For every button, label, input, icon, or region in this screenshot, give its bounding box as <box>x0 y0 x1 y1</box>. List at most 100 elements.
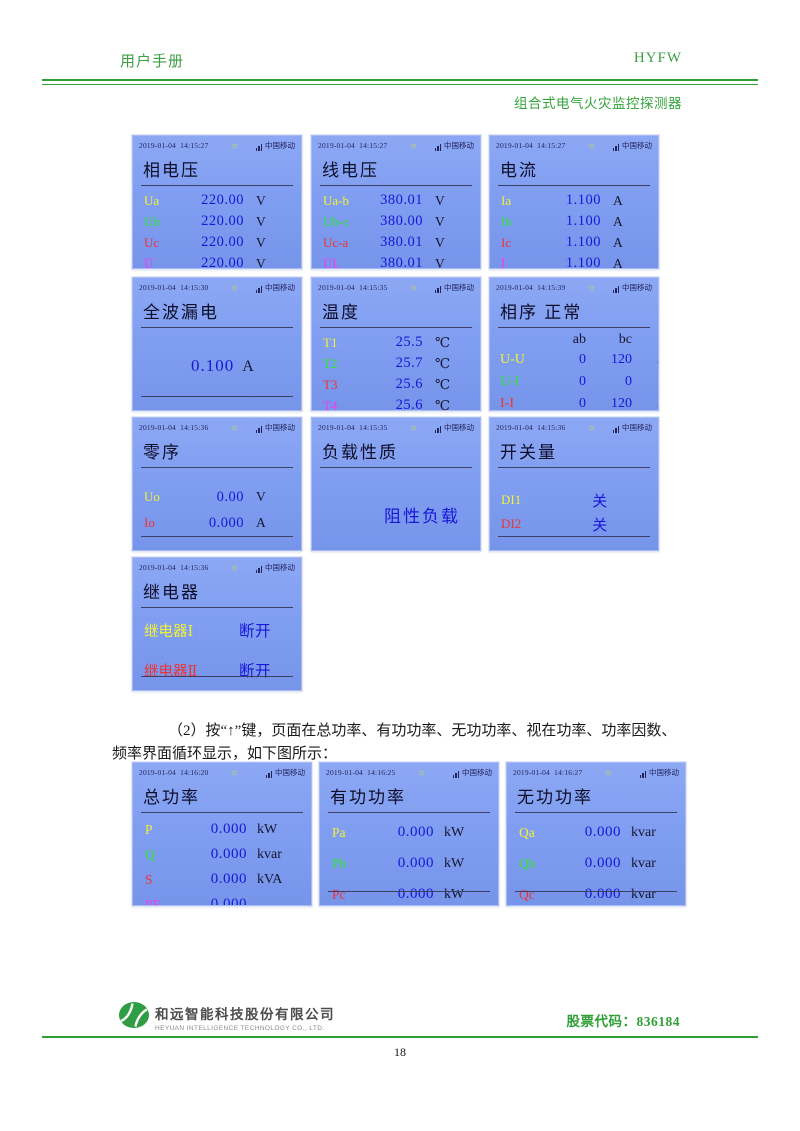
row-unit: A <box>613 255 623 269</box>
sun-icon: ☼ <box>409 140 418 150</box>
signal-icon <box>255 565 264 573</box>
row-label: Ub <box>144 213 160 229</box>
divider <box>328 812 490 813</box>
doc-title: 用户手册 <box>120 54 185 70</box>
divider <box>515 891 677 892</box>
screen-leakage: 2019-01-04 14:15:30 ☼ 中国移动 全波漏电 0.100 A <box>132 277 302 411</box>
data-row: Pc 0.000 kW <box>320 879 498 905</box>
row-unit: V <box>435 192 445 208</box>
row-unit: V <box>256 489 266 504</box>
status-bar: 2019-01-04 14:15:39 ☼ 中国移动 <box>490 278 658 293</box>
signal-icon <box>434 143 443 151</box>
row-unit: V <box>256 213 266 229</box>
row-unit: kvar <box>631 855 656 871</box>
screen-total-power: 2019-01-04 14:16:20 ☼ 中国移动 总功率 P 0.000 kW … <box>132 762 312 906</box>
carrier: 中国移动 <box>255 282 295 293</box>
panel-title: 电流 <box>500 161 538 180</box>
row-unit: ℃ <box>435 355 451 371</box>
row-label: Uo <box>144 489 160 504</box>
phase-table: ab bc ca U-U 0 120 240 U-I 0 0 0 I-I 0 1… <box>490 332 658 411</box>
carrier-label: 中国移动 <box>275 767 305 777</box>
row-value: 关 <box>592 493 608 510</box>
cell: 0 <box>625 374 632 389</box>
timestamp: 2019-01-04 14:15:27 <box>496 140 566 150</box>
data-row: Ua-b 380.01 V <box>312 190 480 211</box>
carrier-label: 中国移动 <box>649 767 679 777</box>
data-row: Qc 0.000 kvar <box>507 879 685 905</box>
row-value: 220.00 <box>201 255 244 269</box>
row-value: 0.000 <box>397 886 434 902</box>
carrier: 中国移动 <box>255 562 295 573</box>
timestamp: 2019-01-04 14:15:30 <box>139 282 209 292</box>
row-label: Ub-c <box>323 213 349 229</box>
row-value: 25.6 <box>395 376 423 392</box>
signal-icon <box>255 425 264 433</box>
reading-unit: A <box>242 358 254 375</box>
data-row: P 0.000 kW <box>133 817 311 842</box>
row-label: Qb <box>519 855 536 871</box>
row-value: 25.6 <box>395 397 423 411</box>
screen-phase-voltage: 2019-01-04 14:15:27 ☼ 中国移动 相电压 Ua 220.00 V… <box>132 135 302 269</box>
carrier: 中国移动 <box>639 767 679 778</box>
timestamp: 2019-01-04 14:16:25 <box>326 767 396 777</box>
sun-icon: ☼ <box>230 767 239 777</box>
signal-icon <box>434 425 443 433</box>
row-unit: A <box>613 234 623 250</box>
row-label: Ua <box>144 192 160 208</box>
divider <box>498 536 650 537</box>
status-bar: 2019-01-04 14:15:35 ☼ 中国移动 <box>312 278 480 293</box>
row-value: 380.00 <box>380 213 423 229</box>
screen-temperature: 2019-01-04 14:15:35 ☼ 中国移动 温度 T1 25.5 ℃ T2… <box>311 277 481 411</box>
row-unit: kW <box>257 821 278 837</box>
data-row: Uo 0.00 V <box>133 484 301 510</box>
carrier-label: 中国移动 <box>444 282 474 292</box>
divider <box>498 467 650 468</box>
row-label: U-I <box>500 374 520 389</box>
row-label: S <box>145 871 153 887</box>
data-row: Pa 0.000 kW <box>320 817 498 848</box>
carrier-label: 中国移动 <box>622 140 652 150</box>
row-unit: kVA <box>257 871 283 887</box>
cell: 240 <box>632 396 658 410</box>
cell: 0 <box>579 396 586 411</box>
panel-title: 相电压 <box>143 161 200 180</box>
row-label: T1 <box>323 334 338 350</box>
data-row: DI2 关 <box>490 512 658 536</box>
sun-icon: ☼ <box>230 282 239 292</box>
screen-line-voltage: 2019-01-04 14:15:27 ☼ 中国移动 线电压 Ua-b 380.0… <box>311 135 481 269</box>
stock-code: 股票代码：836184 <box>566 1014 680 1029</box>
timestamp: 2019-01-04 14:15:27 <box>318 140 388 150</box>
data-row: Ib 1.100 A <box>490 211 658 232</box>
panel-title: 全波漏电 <box>143 303 219 322</box>
cell: 0 <box>632 374 658 396</box>
data-row: Uc-a 380.01 V <box>312 232 480 253</box>
divider <box>498 327 650 328</box>
row-label: PF <box>145 896 161 906</box>
row-label: Pa <box>332 824 346 840</box>
row-label: Ū <box>144 255 154 269</box>
row-label: 继电器Ⅱ <box>144 663 198 680</box>
data-row: PF 0.000 <box>133 892 311 906</box>
row-label: T4 <box>323 397 338 411</box>
signal-icon <box>612 143 621 151</box>
divider <box>320 327 472 328</box>
company-logo-icon <box>118 1001 150 1034</box>
status-bar: 2019-01-04 14:15:27 ☼ 中国移动 <box>312 136 480 151</box>
timestamp: 2019-01-04 14:15:36 <box>139 422 209 432</box>
status-bar: 2019-01-04 14:16:25 ☼ 中国移动 <box>320 763 498 778</box>
carrier: 中国移动 <box>612 140 652 151</box>
panel-title: 总功率 <box>143 788 200 807</box>
row-value: 断开 <box>238 623 271 640</box>
divider <box>328 891 490 892</box>
row-unit: kW <box>444 824 465 840</box>
row-label: U-U <box>500 352 525 367</box>
screen-active-power: 2019-01-04 14:16:25 ☼ 中国移动 有功功率 Pa 0.000 k… <box>319 762 499 906</box>
row-unit: kW <box>444 855 465 871</box>
status-bar: 2019-01-04 14:15:36 ☼ 中国移动 <box>490 418 658 433</box>
screen-relays: 2019-01-04 14:15:36 ☼ 中国移动 继电器 继电器Ⅰ 断开 继电… <box>132 557 302 691</box>
col-header: bc <box>618 332 632 347</box>
row-value: 断开 <box>238 663 271 680</box>
row-label: Ī <box>501 255 506 269</box>
carrier-label: 中国移动 <box>265 282 295 292</box>
carrier: 中国移动 <box>612 422 652 433</box>
